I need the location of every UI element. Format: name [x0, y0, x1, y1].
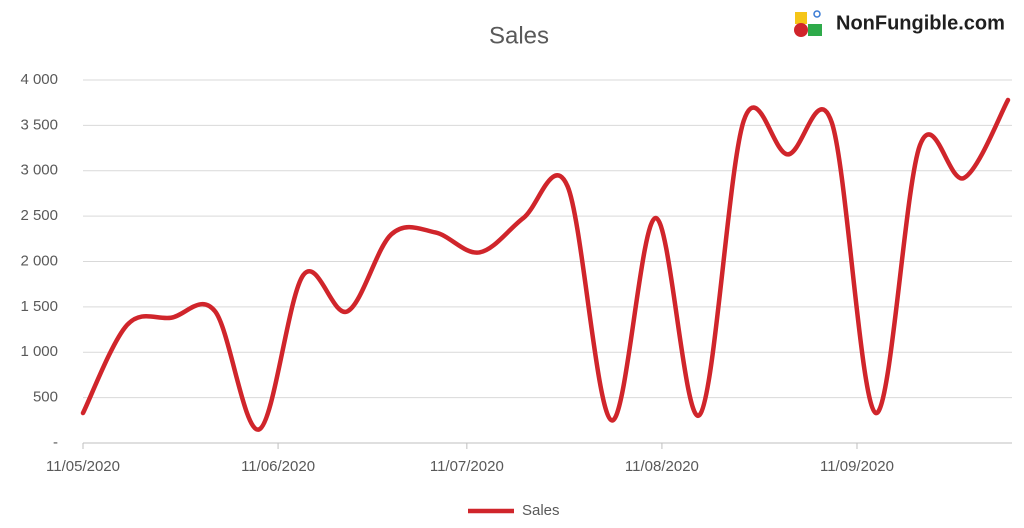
y-tick-label: -: [53, 434, 58, 451]
x-tick-label: 11/07/2020: [430, 458, 504, 475]
x-tick-label: 11/08/2020: [625, 458, 699, 475]
chart-title: Sales: [489, 22, 549, 49]
x-tick-label: 11/06/2020: [241, 458, 315, 475]
y-tick-label: 2 000: [20, 252, 58, 269]
y-tick-label: 3 500: [20, 116, 58, 133]
line: [80, 97, 1011, 432]
y-tick-label: 3 000: [20, 162, 58, 179]
y-tick-label: 1 500: [20, 298, 58, 315]
x-tick-label: 11/05/2020: [46, 458, 120, 475]
x-tick-label: 11/09/2020: [820, 458, 894, 475]
y-tick-label: 4 000: [20, 71, 58, 88]
brand: NonFungible.com: [836, 12, 1005, 34]
y-tick-label: 500: [33, 389, 58, 406]
y-tick-label: 2 500: [20, 207, 58, 224]
y-tick-label: 1 000: [20, 343, 58, 360]
logo-icon: [794, 10, 822, 37]
legend-label: Sales: [522, 502, 560, 519]
